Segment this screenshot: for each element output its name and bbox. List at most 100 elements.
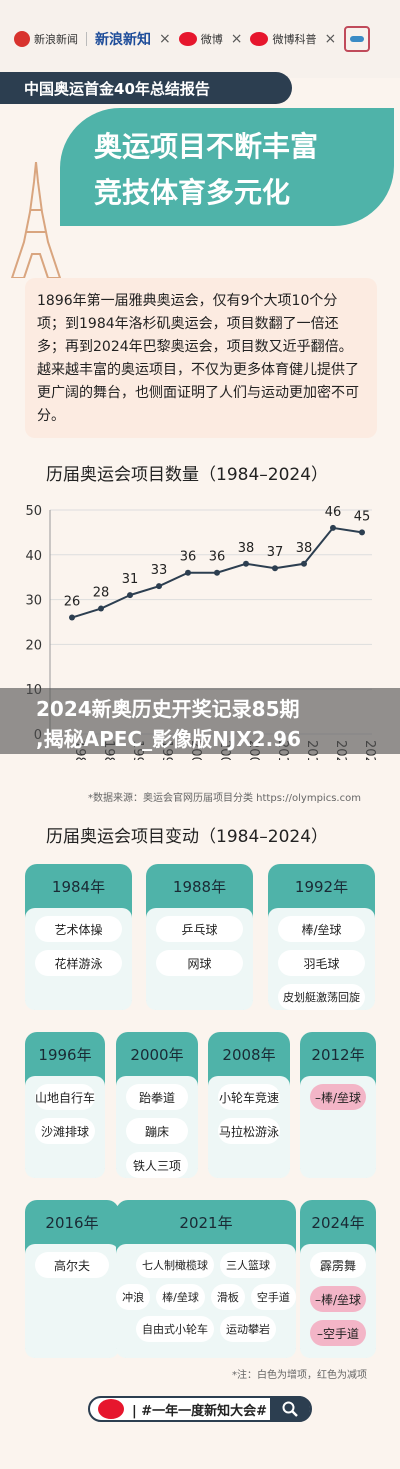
sport-pill: –棒/垒球	[310, 1286, 366, 1312]
y-tick-label: 20	[25, 638, 42, 653]
xinzhi-logo: 新浪新知	[95, 29, 151, 49]
data-label: 28	[93, 586, 110, 601]
sport-pill: 三人篮球	[220, 1252, 276, 1278]
card-body: 七人制橄榄球 三人篮球 冲浪 棒/垒球 滑板 空手道 自由式小轮车 运动攀岩	[116, 1244, 296, 1358]
data-label: 37	[267, 545, 284, 560]
data-label: 38	[238, 541, 255, 556]
card-body: 棒/垒球羽毛球皮划艇激荡回旋	[268, 908, 375, 1010]
card-body: –棒/垒球	[300, 1076, 376, 1178]
pill-row: 冲浪 棒/垒球 滑板 空手道	[116, 1284, 296, 1310]
search-button[interactable]	[270, 1396, 310, 1422]
logo-text: 新浪新知	[95, 32, 151, 48]
y-tick-label: 40	[25, 549, 42, 564]
data-point	[127, 592, 133, 599]
data-point	[156, 583, 162, 590]
sport-pill: 霹雳舞	[310, 1252, 366, 1278]
sport-pill: –空手道	[310, 1320, 366, 1346]
times-icon: ×	[159, 31, 171, 47]
section-heading: 奥运项目不断丰富 竞技体育多元化	[60, 108, 394, 226]
logo-text: 微博科普	[272, 33, 317, 46]
sport-pill: 空手道	[250, 1284, 296, 1310]
report-banner: 中国奥运首金40年总结报告	[0, 72, 292, 104]
weibo-eye-icon	[250, 32, 269, 46]
times-icon: ×	[230, 31, 243, 47]
sport-pill: 蹦床	[126, 1118, 188, 1144]
data-point	[185, 569, 191, 576]
data-point	[98, 605, 104, 612]
card-year: 1988年	[172, 877, 227, 896]
sport-pill: 高尔夫	[35, 1252, 109, 1278]
card-body: 霹雳舞 –棒/垒球 –空手道	[300, 1244, 376, 1358]
sport-pill: 皮划艇激荡回旋	[278, 984, 365, 1010]
data-label: 26	[64, 595, 81, 610]
card-year: 2016年	[45, 1213, 99, 1232]
topic-search-bar[interactable]: | #一年一度新知大会#	[88, 1396, 312, 1422]
divider	[86, 32, 87, 46]
year-card: 1984年 艺术体操 花样游泳	[25, 864, 132, 1010]
y-tick-label: 30	[25, 594, 42, 609]
weibo-eye-icon	[178, 32, 197, 46]
data-label: 38	[296, 541, 313, 556]
chart-title: 历届奥运会项目数量（1984–2024）	[46, 465, 329, 485]
card-year: 2012年	[311, 1045, 365, 1064]
emblem-icon	[344, 26, 371, 52]
sport-pill: 棒/垒球	[278, 916, 365, 942]
card-year: 2008年	[222, 1045, 276, 1064]
card-body: 山地自行车 沙滩排球	[25, 1076, 105, 1178]
eiffel-tower-icon	[10, 162, 62, 278]
card-year: 1996年	[38, 1045, 92, 1064]
top-logo-bar: 新浪新闻 新浪新知 × 微博 × 微博科普 ×	[0, 0, 400, 78]
data-label: 36	[209, 550, 226, 565]
year-card: 2008年小轮车竞速马拉松游泳	[208, 1032, 290, 1178]
weibo-science-logo: 微博科普	[250, 31, 316, 47]
year-card: 1996年山地自行车沙滩排球	[25, 1032, 105, 1178]
year-card: 2024年霹雳舞 –棒/垒球 –空手道	[300, 1200, 376, 1358]
card-year: 2021年	[179, 1213, 233, 1232]
legend-note: *注：白色为增项，红色为减项	[232, 1370, 367, 1381]
data-label: 46	[325, 505, 342, 520]
data-label: 33	[151, 563, 168, 578]
sport-pill: 跆拳道	[126, 1084, 188, 1110]
sport-pill: 乒乓球	[156, 916, 243, 942]
sport-pill: 马拉松游泳	[218, 1118, 280, 1144]
sina-news-logo: 新浪新闻	[14, 31, 78, 47]
year-card: 2016年高尔夫	[25, 1200, 119, 1358]
data-point	[330, 524, 336, 531]
intro-paragraph: 1896年第一届雅典奥运会，仅有9个大项10个分项；到1984年洛杉矶奥运会，项…	[25, 278, 377, 438]
sport-pill: 沙滩排球	[35, 1118, 95, 1144]
heading-line: 竞技体育多元化	[94, 176, 291, 209]
card-year: 1992年	[294, 877, 349, 896]
sport-pill: 铁人三项	[126, 1152, 188, 1178]
sport-pill: 棒/垒球	[156, 1284, 205, 1310]
year-card: 2000年 跆拳道 蹦床 铁人三项	[116, 1032, 198, 1178]
sport-pill: 网球	[156, 950, 243, 976]
overlay-caption: 2024新奥历史开奖记录85期 ,揭秘APEC_影像版NJX2.96	[0, 688, 400, 754]
sport-pill: 羽毛球	[278, 950, 365, 976]
weibo-logo: 微博	[178, 31, 223, 47]
year-card: 2021年 七人制橄榄球 三人篮球 冲浪 棒/垒球 滑板 空手道 自由式小轮车 运动攀岩	[116, 1200, 296, 1358]
search-icon	[282, 1401, 298, 1417]
data-point	[214, 569, 220, 576]
data-label: 36	[180, 550, 197, 565]
year-card: 1992年棒/垒球羽毛球皮划艇激荡回旋	[268, 864, 375, 1010]
sport-pill: 花样游泳	[35, 950, 122, 976]
overlay-line: ,揭秘APEC_影像版NJX2.96	[36, 727, 302, 751]
card-body: 乒乓球 网球	[146, 908, 253, 1010]
times-icon: ×	[324, 31, 337, 47]
sport-pill: 山地自行车	[35, 1084, 95, 1110]
section-title: 历届奥运会项目变动（1984–2024）	[46, 827, 329, 847]
search-topic-text: | #一年一度新知大会#	[132, 1403, 268, 1419]
sport-pill: 七人制橄榄球	[136, 1252, 214, 1278]
sport-pill: 小轮车竞速	[218, 1084, 280, 1110]
sport-pill: 运动攀岩	[220, 1316, 276, 1342]
sport-pill: 自由式小轮车	[136, 1316, 214, 1342]
sina-eye-icon	[14, 31, 30, 47]
y-tick-label: 50	[25, 504, 42, 519]
logo-text: 微博	[200, 33, 223, 46]
year-card: 1988年乒乓球网球	[146, 864, 253, 1010]
pill-row: 七人制橄榄球 三人篮球	[136, 1252, 276, 1278]
data-point	[359, 529, 365, 536]
weibo-icon	[98, 1399, 124, 1419]
card-year: 1984年	[51, 877, 106, 896]
card-year: 2024年	[311, 1213, 365, 1232]
